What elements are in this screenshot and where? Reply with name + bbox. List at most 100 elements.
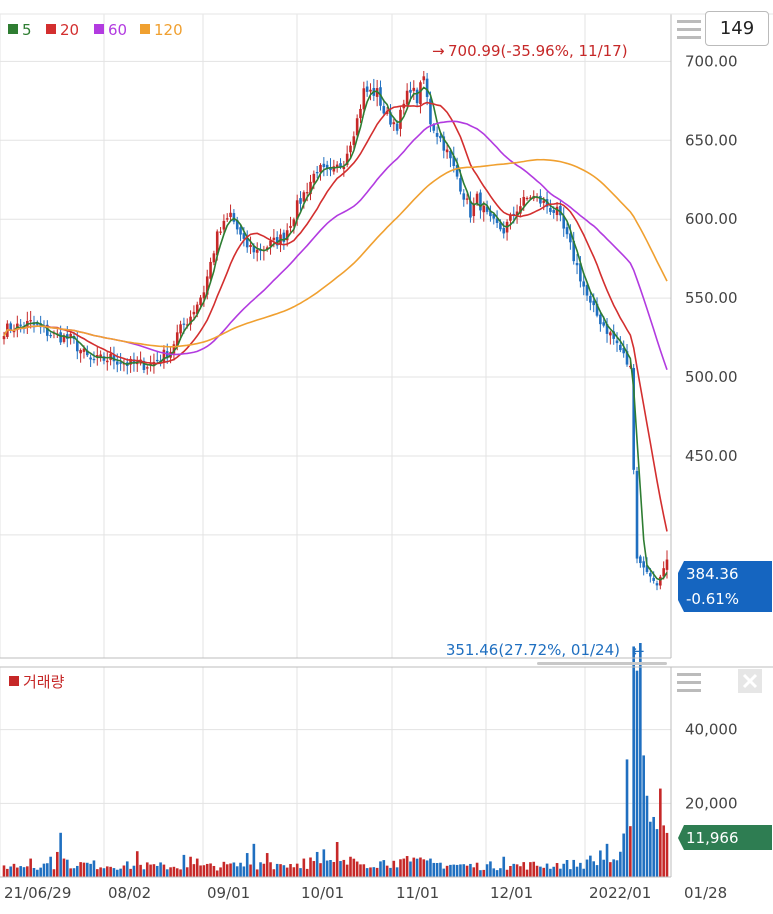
volume-bar bbox=[369, 867, 372, 877]
volume-bar bbox=[52, 869, 56, 877]
ma60-label: 60 bbox=[108, 21, 127, 39]
candle-body bbox=[415, 89, 419, 104]
candle-body bbox=[632, 367, 635, 470]
volume-bar bbox=[292, 867, 296, 877]
current-price-change: -0.61% bbox=[686, 590, 739, 608]
volume-bar bbox=[519, 866, 522, 877]
volume-bar bbox=[235, 866, 239, 877]
volume-bar bbox=[432, 862, 436, 877]
candle-body bbox=[202, 292, 206, 299]
volume-bar bbox=[102, 868, 106, 877]
volume-bar bbox=[262, 863, 266, 877]
volume-bar bbox=[205, 863, 209, 877]
volume-bar bbox=[652, 816, 655, 877]
volume-bar bbox=[39, 867, 42, 877]
candle-body bbox=[459, 178, 462, 192]
candle-body bbox=[155, 359, 159, 362]
candle-body bbox=[172, 344, 176, 354]
ma60-line bbox=[3, 120, 668, 371]
volume-bar bbox=[59, 832, 62, 877]
volume-bar bbox=[485, 864, 489, 877]
price-tick-label: 500.00 bbox=[685, 368, 738, 386]
volume-menu-icon[interactable] bbox=[677, 673, 701, 692]
candle-body bbox=[455, 165, 459, 177]
candle-body bbox=[235, 220, 239, 230]
period-input[interactable]: 149 bbox=[705, 11, 769, 46]
candle-body bbox=[642, 561, 645, 568]
volume-bar bbox=[66, 859, 69, 877]
volume-bar bbox=[445, 865, 449, 877]
candle-body bbox=[282, 232, 286, 242]
ma20-swatch bbox=[46, 24, 56, 34]
candle-body bbox=[325, 164, 329, 169]
volume-bar bbox=[619, 851, 622, 877]
volume-bar bbox=[142, 869, 146, 877]
candle-body bbox=[452, 156, 456, 166]
volume-bar bbox=[555, 863, 559, 877]
high-annotation-text: 700.99(-35.96%, 11/17) bbox=[448, 42, 628, 60]
volume-bar bbox=[255, 869, 259, 877]
volume-bar bbox=[279, 864, 282, 877]
candle-body bbox=[412, 87, 416, 91]
volume-bar bbox=[535, 865, 539, 877]
volume-bar bbox=[425, 860, 429, 877]
time-tick-label: 11/01 bbox=[396, 884, 439, 902]
candle-body bbox=[229, 212, 232, 218]
volume-bar bbox=[135, 851, 139, 877]
volume-bar bbox=[159, 862, 162, 877]
volume-bar bbox=[469, 863, 472, 877]
candle-body bbox=[592, 300, 596, 306]
volume-bar bbox=[509, 866, 512, 877]
candle-body bbox=[539, 195, 542, 204]
close-volume-button[interactable] bbox=[738, 669, 762, 693]
candle-body bbox=[409, 89, 412, 93]
candle-body bbox=[115, 361, 119, 365]
volume-bar bbox=[245, 853, 249, 877]
volume-bar bbox=[662, 825, 665, 877]
candle-body bbox=[182, 323, 186, 325]
volume-bar bbox=[392, 860, 396, 877]
volume-bar bbox=[539, 866, 542, 877]
ma-legend[interactable]: 5 20 60 120 bbox=[8, 21, 183, 39]
volume-bar bbox=[465, 865, 469, 877]
candle-body bbox=[265, 247, 269, 250]
time-tick-label: 2022/01 bbox=[589, 884, 651, 902]
volume-bar bbox=[109, 866, 112, 877]
candle-body bbox=[352, 136, 356, 145]
volume-bar bbox=[79, 862, 82, 877]
candle-body bbox=[419, 82, 422, 105]
candle-body bbox=[382, 106, 386, 114]
candle-body bbox=[189, 316, 192, 325]
candle-body bbox=[622, 347, 625, 354]
candle-body bbox=[369, 89, 372, 92]
volume-bar bbox=[472, 867, 476, 877]
chart-frame bbox=[0, 13, 773, 878]
volume-bar bbox=[69, 868, 72, 877]
candle-body bbox=[215, 231, 219, 256]
candle-body bbox=[205, 276, 209, 295]
volume-bar bbox=[409, 861, 412, 877]
volume-bar bbox=[6, 868, 9, 877]
candle-body bbox=[259, 249, 262, 252]
candle-body bbox=[499, 222, 502, 230]
volume-bar bbox=[9, 866, 12, 877]
candle-body bbox=[89, 357, 92, 360]
chart-scrollbar[interactable] bbox=[537, 662, 667, 665]
price-menu-icon[interactable] bbox=[677, 20, 701, 39]
candle-body bbox=[175, 332, 179, 347]
ma120-label: 120 bbox=[154, 21, 183, 39]
volume-bar bbox=[515, 864, 519, 877]
volume-legend[interactable]: 거래량 bbox=[9, 673, 65, 691]
volume-bar bbox=[362, 864, 366, 877]
low-annotation: 351.46(27.72%, 01/24) ← bbox=[446, 641, 645, 660]
volume-bar bbox=[89, 863, 92, 877]
candle-body bbox=[572, 240, 576, 262]
candle-body bbox=[619, 344, 622, 351]
volume-bar bbox=[155, 865, 159, 877]
volume-bar bbox=[249, 864, 252, 877]
candle-body bbox=[355, 118, 359, 136]
volume-bar bbox=[319, 863, 322, 877]
volume-bar bbox=[575, 866, 579, 877]
candle-body bbox=[559, 205, 562, 216]
